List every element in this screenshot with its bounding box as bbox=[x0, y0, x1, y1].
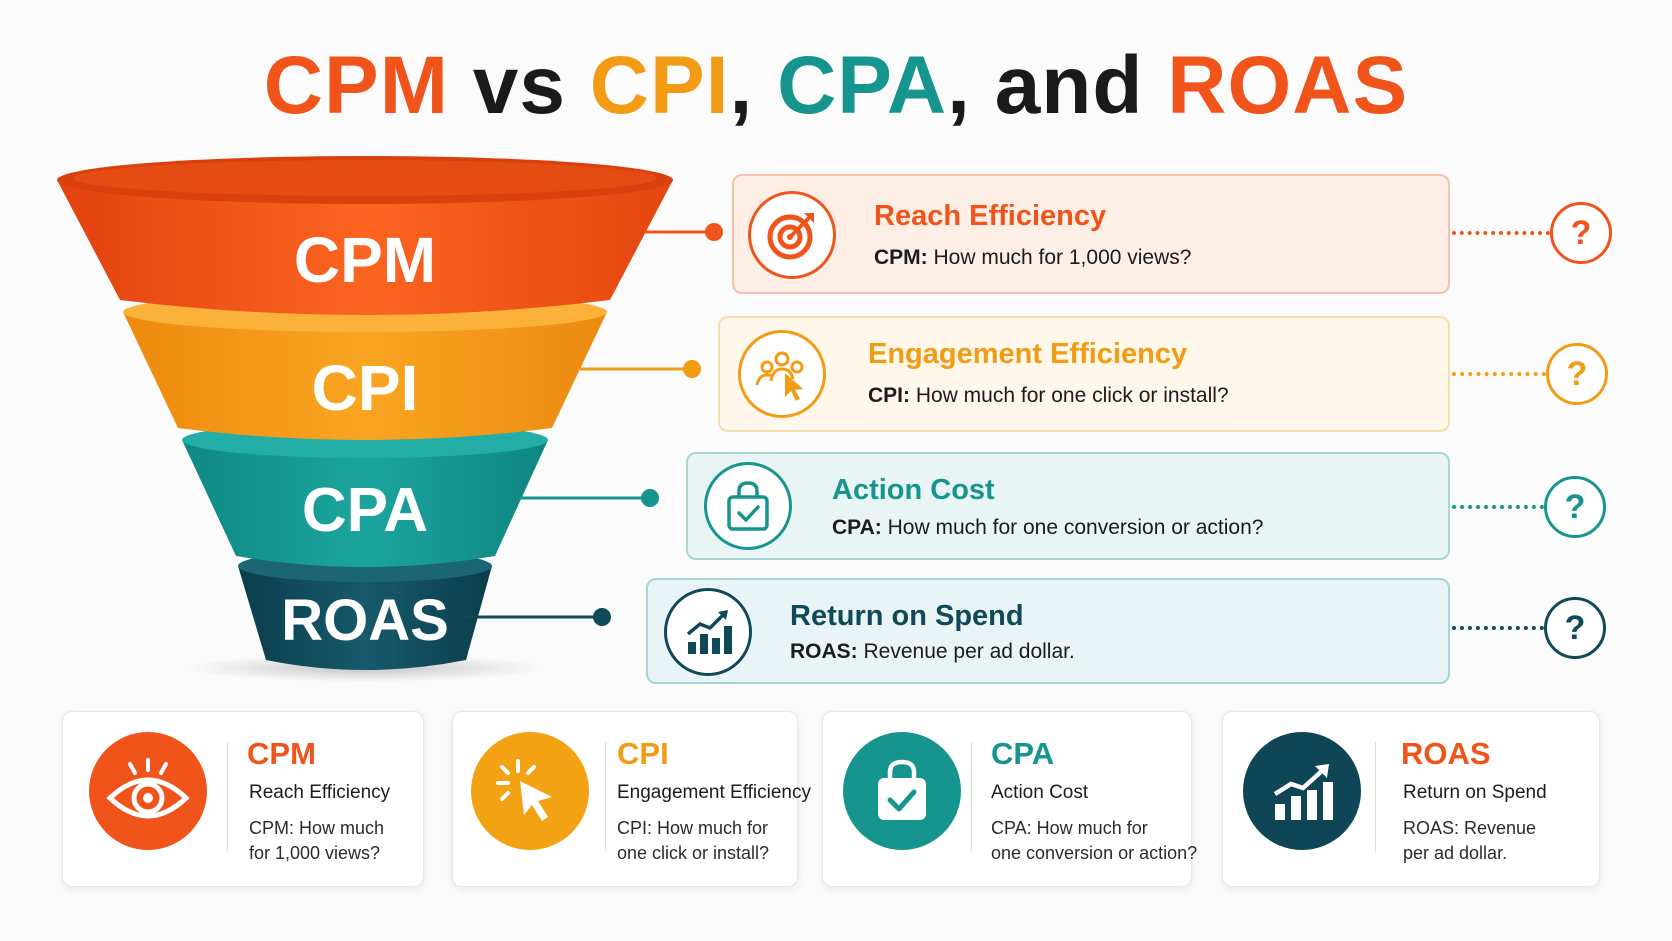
dotted-leader bbox=[1452, 231, 1550, 235]
dotted-leader bbox=[1452, 505, 1544, 509]
summary-desc-line: per ad dollar. bbox=[1403, 843, 1508, 863]
card-divider bbox=[971, 742, 972, 852]
card-title: Return on Spend bbox=[790, 600, 1024, 632]
card-desc-text: How much for one click or install? bbox=[910, 384, 1229, 407]
summary-abbr: CPI bbox=[617, 736, 669, 771]
summary-name: Engagement Efficiency bbox=[617, 782, 811, 803]
dotted-leader bbox=[1452, 626, 1544, 630]
summary-desc: CPA: How much for one conversion or acti… bbox=[991, 816, 1197, 866]
card-description: CPA: How much for one conversion or acti… bbox=[832, 516, 1263, 540]
funnel-label-cpa: CPA bbox=[302, 476, 428, 545]
card-cpa: Action Cost CPA: How much for one conver… bbox=[686, 452, 1450, 560]
card-abbr: CPI: bbox=[868, 384, 910, 407]
connector-cpa bbox=[520, 489, 659, 507]
card-description: CPI: How much for one click or install? bbox=[868, 384, 1229, 408]
title-and: , and bbox=[947, 40, 1168, 131]
card-abbr: CPM: bbox=[874, 246, 928, 269]
summary-desc: ROAS: Revenue per ad dollar. bbox=[1403, 816, 1536, 866]
question-icon[interactable]: ? bbox=[1544, 476, 1606, 538]
card-divider bbox=[227, 742, 228, 852]
growth-chart-icon bbox=[664, 588, 752, 676]
summary-abbr: ROAS bbox=[1401, 736, 1491, 771]
question-icon[interactable]: ? bbox=[1544, 597, 1606, 659]
funnel-label-cpm: CPM bbox=[294, 224, 436, 296]
card-abbr: ROAS: bbox=[790, 640, 858, 663]
card-abbr: CPA: bbox=[832, 516, 882, 539]
funnel-label-cpi: CPI bbox=[312, 352, 419, 424]
title-cpa: CPA bbox=[777, 40, 948, 131]
connector-cpi bbox=[580, 360, 701, 378]
shopping-bag-icon bbox=[843, 732, 961, 850]
cursor-click-icon bbox=[471, 732, 589, 850]
card-description: ROAS: Revenue per ad dollar. bbox=[790, 640, 1075, 664]
title-comma-1: , bbox=[729, 40, 778, 131]
summary-abbr: CPM bbox=[247, 736, 316, 771]
question-icon[interactable]: ? bbox=[1546, 343, 1608, 405]
users-click-icon bbox=[738, 330, 826, 418]
card-title: Reach Efficiency bbox=[874, 200, 1107, 232]
summary-desc: CPI: How much for one click or install? bbox=[617, 816, 769, 866]
card-desc-text: How much for 1,000 views? bbox=[927, 246, 1192, 269]
connector-roas bbox=[466, 608, 611, 626]
summary-card-cpm: CPM Reach Efficiency CPM: How much for 1… bbox=[62, 711, 424, 887]
summary-desc-line: one conversion or action? bbox=[991, 843, 1198, 863]
card-roas: Return on Spend ROAS: Revenue per ad dol… bbox=[646, 578, 1450, 684]
card-cpi: Engagement Efficiency CPI: How much for … bbox=[718, 316, 1450, 432]
summary-card-cpa: CPA Action Cost CPA: How much for one co… bbox=[822, 711, 1197, 887]
card-divider bbox=[605, 742, 606, 852]
summary-desc-line: CPA: How much for bbox=[991, 818, 1148, 838]
summary-name: Reach Efficiency bbox=[249, 782, 391, 803]
summary-name: Return on Spend bbox=[1403, 782, 1547, 803]
card-description: CPM: How much for 1,000 views? bbox=[874, 246, 1191, 270]
growth-chart-icon bbox=[1243, 732, 1361, 850]
connector-cpm bbox=[645, 223, 723, 241]
target-icon bbox=[748, 191, 836, 279]
card-cpm: Reach Efficiency CPM: How much for 1,000… bbox=[732, 174, 1450, 294]
summary-desc-line: CPI: How much for bbox=[617, 818, 769, 838]
dotted-leader bbox=[1452, 372, 1546, 376]
title-cpi: CPI bbox=[589, 40, 730, 131]
funnel-level-cpm bbox=[57, 156, 673, 315]
summary-desc-line: one click or install? bbox=[617, 843, 770, 863]
shopping-bag-icon bbox=[704, 462, 792, 550]
funnel-label-roas: ROAS bbox=[281, 588, 449, 653]
card-desc-text: How much for one conversion or action? bbox=[881, 516, 1264, 539]
card-desc-text: Revenue per ad dollar. bbox=[857, 640, 1075, 663]
summary-desc-line: CPM: How much bbox=[249, 818, 385, 838]
summary-card-roas: ROAS Return on Spend ROAS: Revenue per a… bbox=[1222, 711, 1600, 887]
question-icon[interactable]: ? bbox=[1550, 202, 1612, 264]
card-divider bbox=[1375, 742, 1376, 852]
summary-desc-line: ROAS: Revenue bbox=[1403, 818, 1537, 838]
card-title: Engagement Efficiency bbox=[868, 338, 1188, 370]
page-title: CPM vs CPI, CPA, and ROAS bbox=[0, 36, 1672, 136]
card-title: Action Cost bbox=[832, 474, 995, 506]
eye-icon bbox=[89, 732, 207, 850]
title-vs: vs bbox=[449, 40, 590, 131]
summary-card-cpi: CPI Engagement Efficiency CPI: How much … bbox=[452, 711, 811, 887]
summary-name: Action Cost bbox=[991, 782, 1089, 803]
summary-abbr: CPA bbox=[991, 736, 1055, 771]
title-roas: ROAS bbox=[1167, 40, 1409, 131]
summary-desc-line: for 1,000 views? bbox=[249, 843, 381, 863]
title-cpm: CPM bbox=[263, 40, 450, 131]
summary-desc: CPM: How much for 1,000 views? bbox=[249, 816, 384, 866]
